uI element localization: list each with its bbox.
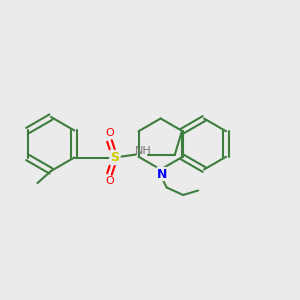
Text: O: O bbox=[105, 176, 114, 187]
Text: O: O bbox=[105, 128, 114, 139]
Text: N: N bbox=[157, 167, 167, 181]
Text: NH: NH bbox=[135, 146, 152, 157]
Text: S: S bbox=[110, 151, 119, 164]
